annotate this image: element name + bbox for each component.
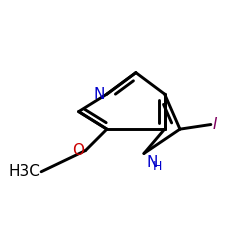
Text: H3C: H3C (8, 164, 40, 179)
Text: H: H (153, 160, 162, 173)
Text: N: N (147, 156, 158, 170)
Text: N: N (93, 86, 104, 102)
Text: I: I (213, 117, 217, 132)
Text: O: O (72, 143, 84, 158)
